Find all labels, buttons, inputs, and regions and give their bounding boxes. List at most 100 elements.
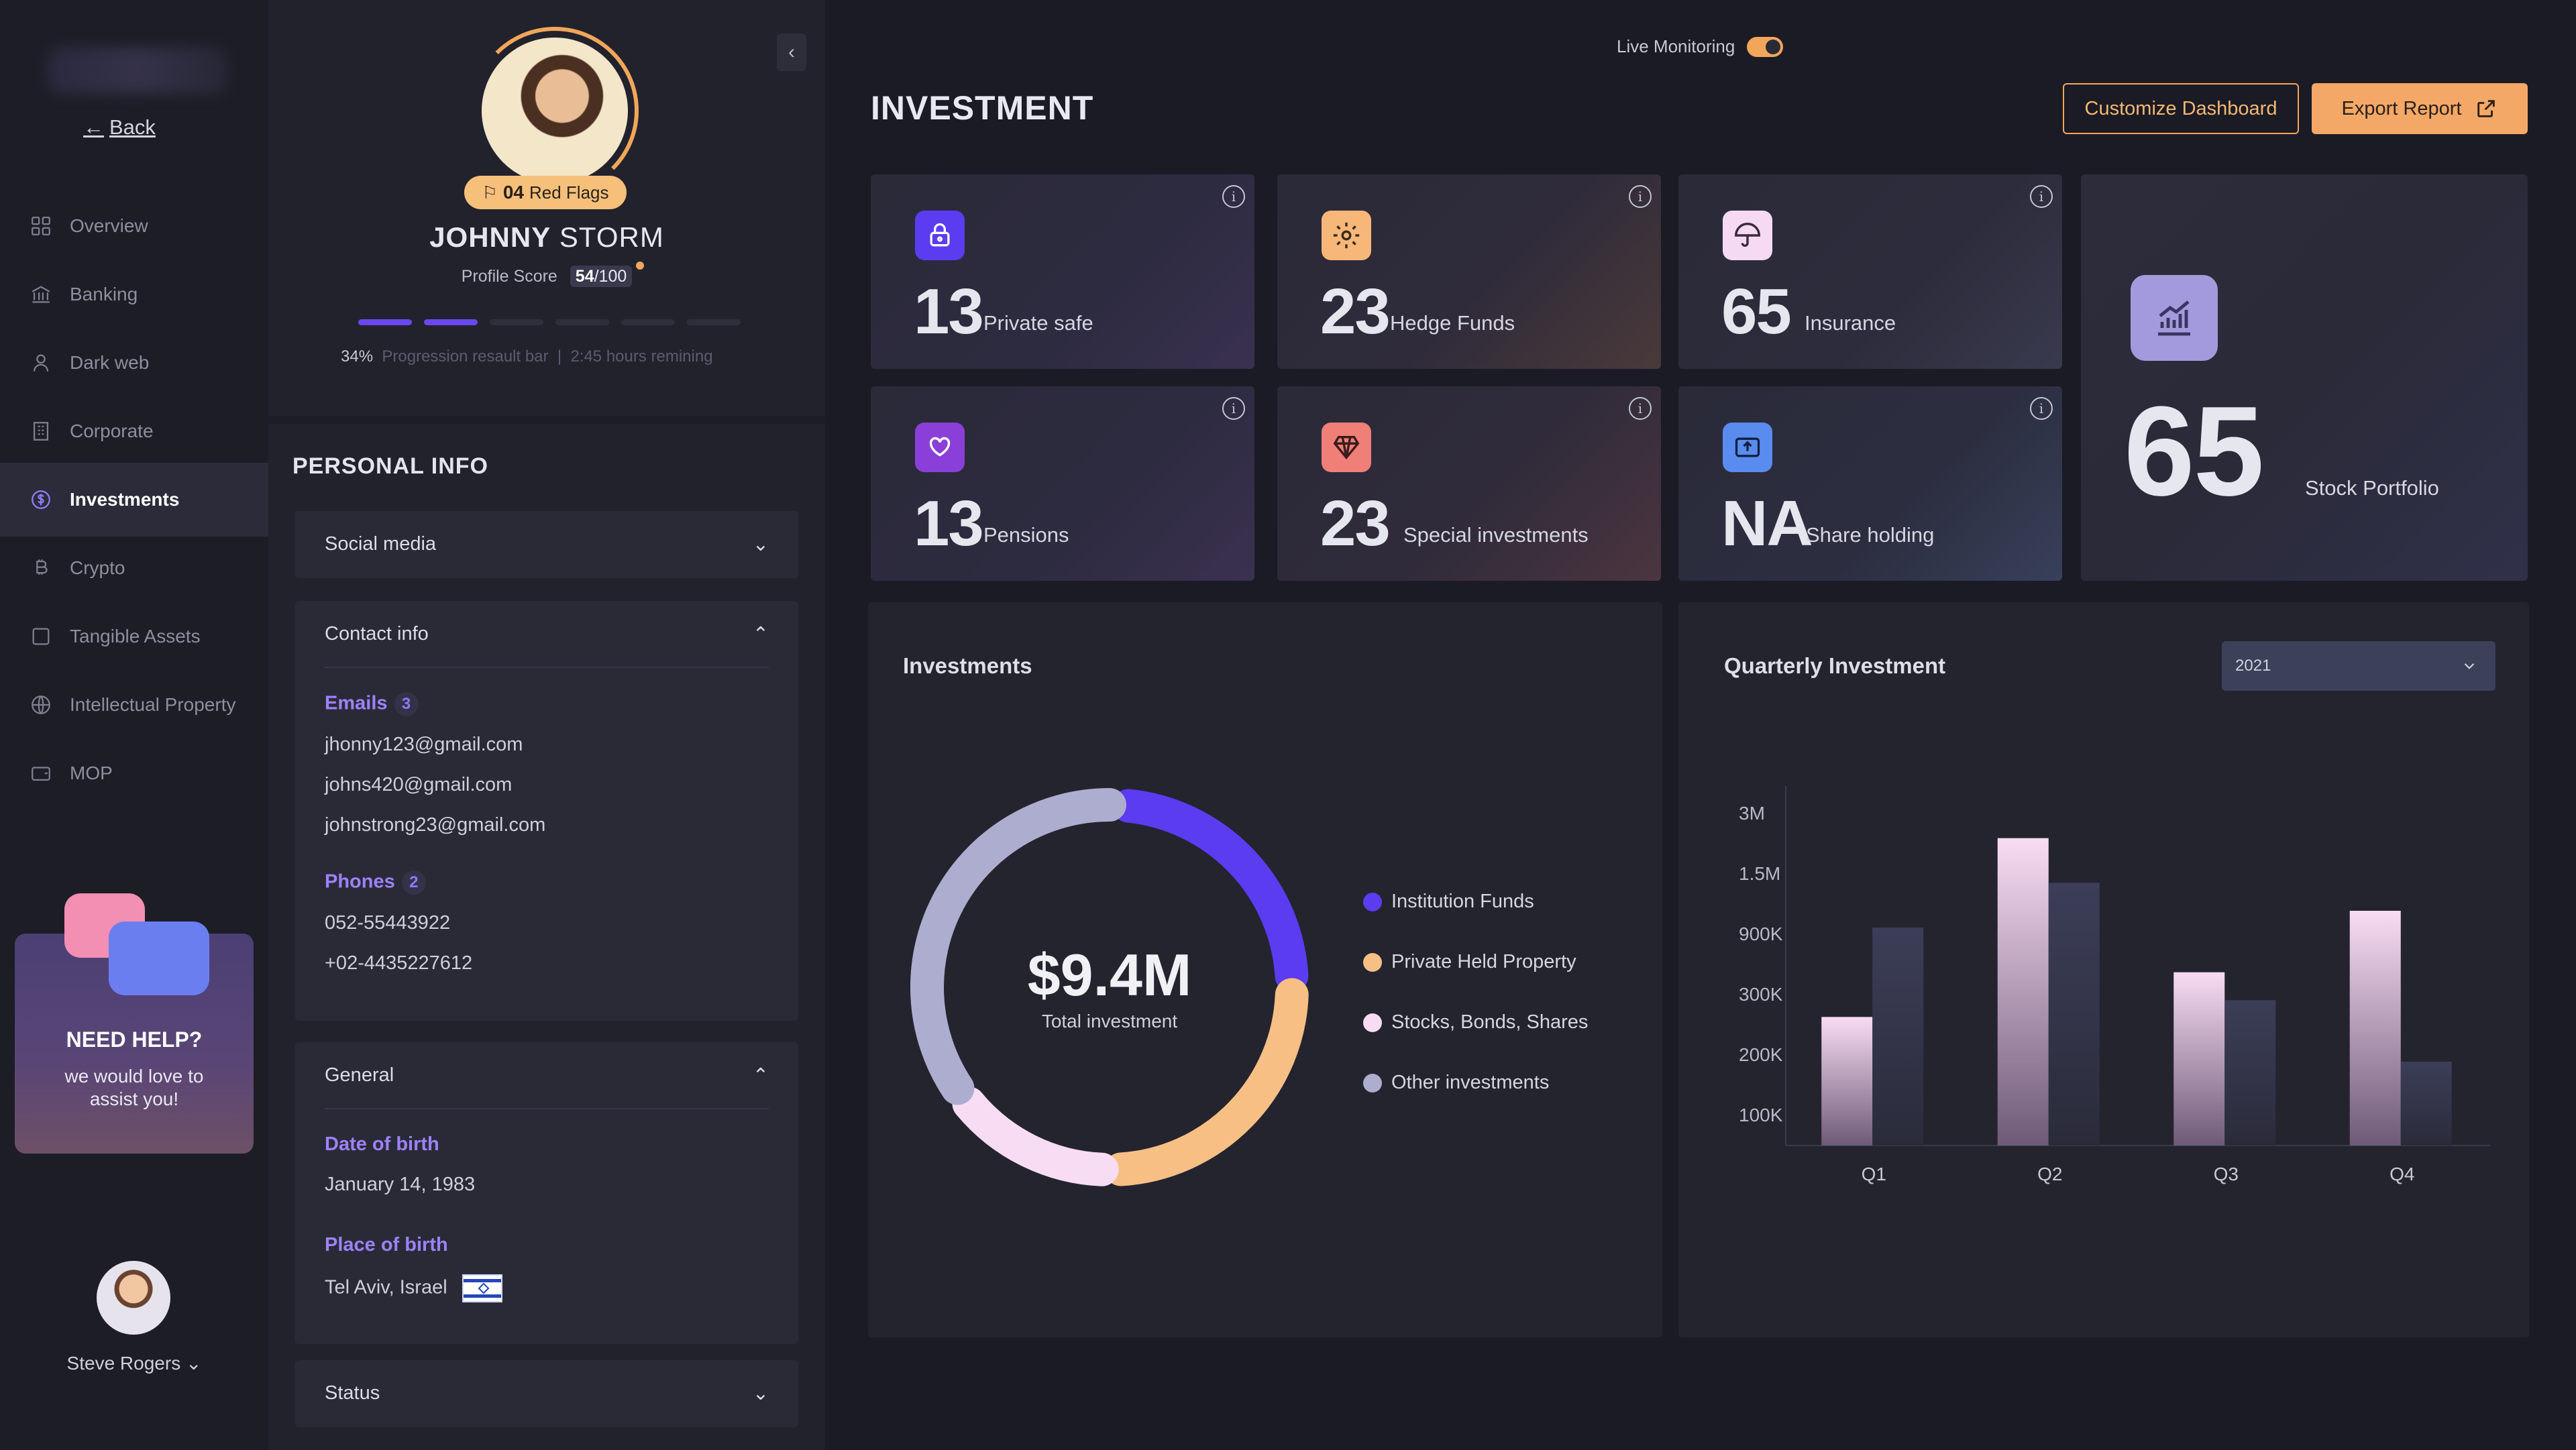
- info-icon[interactable]: i: [1629, 185, 1652, 208]
- sidebar-item-tangible-assets[interactable]: Tangible Assets: [0, 600, 268, 673]
- stat-card-share-holding[interactable]: i NA Share holding: [1678, 386, 2062, 581]
- back-link[interactable]: ← Back: [83, 115, 156, 140]
- donut-slice-institution-funds[interactable]: [1112, 789, 1309, 993]
- donut-total: $9.4M: [1028, 942, 1192, 1008]
- chevron-up-icon: ⌃: [752, 624, 769, 645]
- sidebar-item-crypto[interactable]: Crypto: [0, 531, 268, 605]
- globe-icon: [32, 695, 50, 714]
- stat-card-stock-portfolio[interactable]: 65 Stock Portfolio: [2081, 174, 2528, 581]
- stat-card-insurance[interactable]: i 65 Insurance: [1678, 174, 2062, 369]
- last-name: STORM: [559, 221, 664, 253]
- dob-label: Date of birth: [325, 1133, 439, 1155]
- pob-label: Place of birth: [325, 1234, 448, 1256]
- bar-q1-series-1[interactable]: [1821, 1017, 1873, 1146]
- legend-swatch: [1363, 952, 1382, 972]
- email-value[interactable]: johnstrong23@gmail.com: [325, 814, 546, 836]
- general-accordion: General ⌃ Date of birth January 14, 1983…: [295, 1042, 798, 1344]
- legend-item-private-held-property[interactable]: Private Held Property: [1363, 951, 1576, 973]
- legend-label: Other investments: [1391, 1072, 1550, 1093]
- help-title: NEED HELP?: [66, 1027, 203, 1052]
- sidebar-item-label: Crypto: [70, 557, 125, 578]
- progress-segment: [687, 319, 741, 325]
- chevron-up-icon: ⌃: [752, 1065, 769, 1086]
- square-icon: [32, 628, 50, 645]
- donut-slice-private-held-property[interactable]: [1104, 978, 1309, 1186]
- red-flags-badge[interactable]: ⚐ 04 Red Flags: [464, 176, 627, 209]
- sidebar-item-label: Dark web: [70, 352, 150, 373]
- sidebar: ← Back Overview Banking Dark web Corpora…: [0, 0, 268, 1450]
- sidebar-item-banking[interactable]: Banking: [0, 258, 268, 331]
- accordion-header[interactable]: Status ⌄: [325, 1382, 769, 1405]
- stat-value: 23: [1320, 488, 1391, 559]
- bar-q4-series-1[interactable]: [2349, 911, 2401, 1146]
- x-tick-label: Q1: [1862, 1164, 1886, 1184]
- quarterly-investment-card: Quarterly Investment 2021 3M 1.5M 900K 300K…: [1678, 602, 2529, 1337]
- info-icon[interactable]: i: [2030, 397, 2053, 420]
- main-content: Live Monitoring INVESTMENT Customize Das…: [825, 0, 2576, 1450]
- stat-value: 65: [2124, 380, 2264, 522]
- donut-slice-other-investments[interactable]: [910, 788, 1126, 1105]
- accordion-header[interactable]: Social media ⌄: [325, 533, 769, 556]
- accordion-header[interactable]: Contact info ⌃: [325, 622, 769, 646]
- export-report-label: Export Report: [2341, 97, 2462, 119]
- bar-q1-series-2[interactable]: [1872, 928, 1924, 1146]
- bar-q4-series-2[interactable]: [2400, 1062, 2452, 1146]
- stat-card-hedge-funds[interactable]: i 23 Hedge Funds: [1277, 174, 1661, 369]
- social-media-accordion[interactable]: Social media ⌄: [295, 511, 798, 578]
- back-label: Back: [109, 115, 156, 139]
- sidebar-item-investments[interactable]: Investments: [0, 463, 268, 537]
- legend-item-other-investments[interactable]: Other investments: [1363, 1072, 1549, 1094]
- sidebar-item-dark-web[interactable]: Dark web: [0, 326, 268, 400]
- stat-card-private-safe[interactable]: i 13 Private safe: [871, 174, 1254, 369]
- progress-segment: [424, 319, 478, 325]
- sidebar-item-intellectual-property[interactable]: Intellectual Property: [0, 668, 268, 742]
- legend-item-stocks-bonds-shares[interactable]: Stocks, Bonds, Shares: [1363, 1011, 1588, 1034]
- bar-q2-series-1[interactable]: [1997, 838, 2049, 1146]
- status-accordion[interactable]: Status ⌄: [295, 1360, 798, 1427]
- donut-total-label: Total investment: [1042, 1011, 1178, 1031]
- avatar: [97, 1261, 170, 1335]
- bar-q3-series-2[interactable]: [2224, 1000, 2276, 1146]
- email-value[interactable]: johns420@gmail.com: [325, 774, 513, 795]
- info-icon[interactable]: i: [1222, 185, 1245, 208]
- accordion-header[interactable]: General ⌃: [325, 1064, 769, 1087]
- year-select[interactable]: 2021: [2222, 641, 2496, 691]
- user-menu[interactable]: Steve Rogers ⌄: [0, 1261, 268, 1382]
- wallet-icon: [32, 767, 50, 781]
- sidebar-item-overview[interactable]: Overview: [0, 189, 268, 263]
- legend-item-institution-funds[interactable]: Institution Funds: [1363, 891, 1534, 913]
- sidebar-item-mop[interactable]: MOP: [0, 736, 268, 810]
- profile-panel: ‹ ⚐ 04 Red Flags JOHNNY STORM Profile Sc…: [268, 0, 825, 1450]
- bar-q3-series-1[interactable]: [2174, 972, 2225, 1146]
- phone-value[interactable]: +02-4435227612: [325, 952, 473, 974]
- accordion-title: Social media: [325, 533, 437, 555]
- collapse-panel-button[interactable]: ‹: [777, 34, 806, 71]
- help-text: we would love to assist you!: [64, 1066, 204, 1109]
- info-icon[interactable]: i: [2030, 185, 2053, 208]
- sidebar-item-label: Overview: [70, 215, 148, 236]
- donut-slice-stocks-bonds-shares[interactable]: [952, 1086, 1119, 1186]
- customize-dashboard-button[interactable]: Customize Dashboard: [2063, 83, 2299, 134]
- umbrella-icon: [1723, 211, 1772, 260]
- profile-name: JOHNNY STORM: [268, 221, 825, 254]
- live-monitoring-toggle[interactable]: [1747, 36, 1784, 57]
- sidebar-item-corporate[interactable]: Corporate: [0, 394, 268, 468]
- phone-value[interactable]: 052-55443922: [325, 912, 451, 934]
- arrow-left-icon: ←: [83, 115, 104, 139]
- score-label: Profile Score: [461, 267, 557, 286]
- progress-segment: [621, 319, 675, 325]
- stat-card-pensions[interactable]: i 13 Pensions: [871, 386, 1254, 581]
- bar-q2-series-2[interactable]: [2048, 883, 2100, 1146]
- help-card[interactable]: NEED HELP? we would love to assist you!: [15, 893, 254, 1154]
- stat-value: 13: [914, 276, 984, 347]
- info-icon[interactable]: i: [1222, 397, 1245, 420]
- divider: [325, 1108, 769, 1109]
- info-icon[interactable]: i: [1629, 397, 1652, 420]
- first-name: JOHNNY: [429, 221, 551, 253]
- export-report-button[interactable]: Export Report: [2312, 83, 2528, 134]
- y-tick-label: 1.5M: [1739, 863, 1780, 884]
- chevron-down-icon: [2464, 663, 2475, 669]
- stat-card-special-investments[interactable]: i 23 Special investments: [1277, 386, 1661, 581]
- email-value[interactable]: jhonny123@gmail.com: [325, 734, 523, 755]
- legend-swatch: [1363, 892, 1382, 911]
